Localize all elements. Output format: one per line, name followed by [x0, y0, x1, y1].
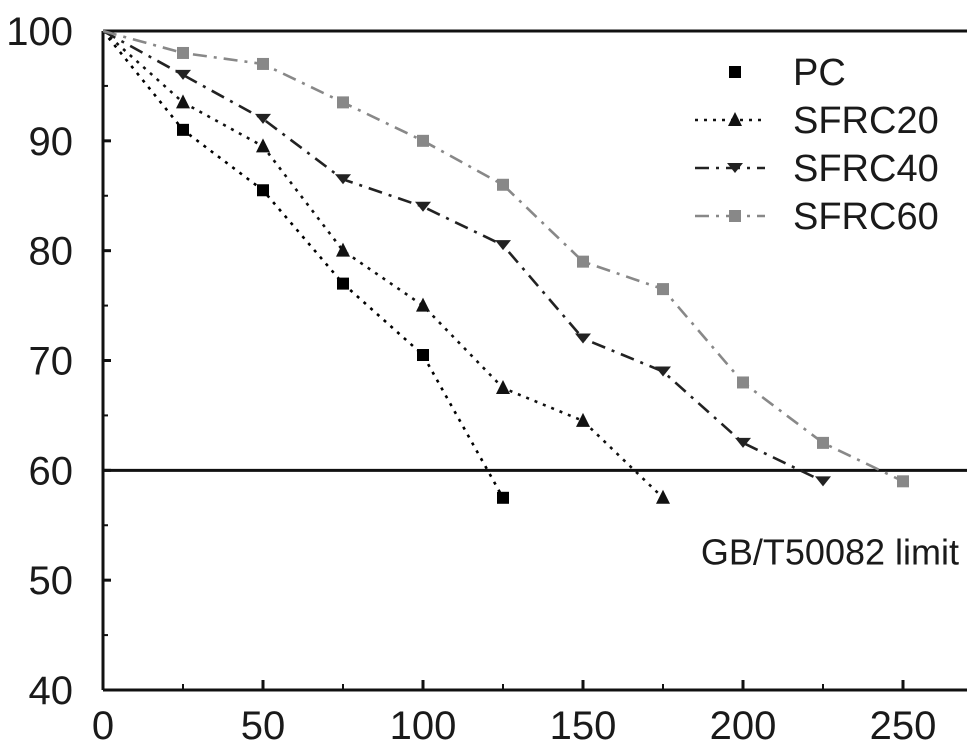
data-point-sfrc60	[817, 436, 829, 449]
series-markers	[175, 46, 909, 504]
data-point-sfrc20	[496, 379, 510, 394]
data-point-sfrc40	[655, 366, 671, 377]
data-point-sfrc60	[497, 178, 509, 191]
data-point-pc	[257, 184, 269, 197]
series-line-sfrc20	[102, 30, 664, 499]
legend-item-pc: PC	[729, 52, 846, 94]
legend-label-sfrc20: SFRC20	[793, 100, 939, 142]
y-tick-label: 70	[29, 340, 74, 384]
y-tick-label: 90	[29, 120, 74, 164]
data-point-sfrc20	[256, 138, 270, 153]
data-point-sfrc40	[495, 240, 511, 251]
legend-label-pc: PC	[793, 52, 846, 94]
legend-swatch-marker-sfrc40	[727, 163, 743, 173]
x-tick-label: 250	[870, 704, 937, 747]
data-point-sfrc20	[336, 242, 350, 257]
x-tick-label: 150	[550, 704, 617, 747]
y-axis: 40 50 60 70 80 90 100	[6, 10, 111, 713]
y-tick-label: 40	[29, 669, 74, 713]
reference-lines: GB/T50082 limit	[103, 468, 967, 572]
data-point-sfrc60	[177, 46, 189, 59]
data-point-sfrc40	[175, 69, 191, 80]
data-point-sfrc40	[815, 476, 831, 487]
data-point-sfrc20	[656, 489, 670, 504]
data-point-sfrc60	[657, 283, 669, 296]
series-line-pc	[101, 30, 505, 499]
legend-item-sfrc60: SFRC60	[695, 196, 939, 238]
legend-item-sfrc40: SFRC40	[695, 148, 939, 190]
data-point-pc	[337, 277, 349, 290]
y-tick-label: 60	[29, 449, 74, 493]
x-axis: 0 50 100 150 200 250	[92, 680, 937, 747]
limit-line-label: GB/T50082 limit	[701, 531, 959, 572]
y-tick-label: 100	[6, 10, 73, 54]
data-point-sfrc40	[735, 437, 751, 448]
data-point-pc	[177, 123, 189, 136]
legend: PC SFRC20 SFRC40 SFRC60	[695, 52, 939, 238]
series-line-sfrc40	[102, 29, 824, 483]
legend-swatch-marker-sfrc20	[728, 112, 742, 126]
data-point-pc	[417, 349, 429, 362]
data-point-sfrc20	[176, 94, 190, 109]
legend-item-sfrc20: SFRC20	[695, 100, 939, 142]
y-tick-label: 80	[29, 230, 74, 274]
series-lines	[101, 29, 904, 499]
data-point-sfrc20	[416, 297, 430, 312]
x-tick-label: 100	[390, 704, 457, 747]
x-tick-label: 0	[92, 704, 114, 747]
data-point-sfrc60	[337, 96, 349, 109]
data-point-sfrc40	[415, 201, 431, 212]
data-point-sfrc60	[257, 57, 269, 70]
y-tick-label: 50	[29, 559, 74, 603]
x-tick-label: 200	[710, 704, 777, 747]
data-point-sfrc60	[577, 255, 589, 268]
data-point-sfrc40	[575, 333, 591, 344]
data-point-sfrc40	[335, 174, 351, 185]
data-point-sfrc60	[417, 134, 429, 147]
data-point-sfrc40	[255, 113, 271, 124]
legend-label-sfrc40: SFRC40	[793, 148, 939, 190]
data-point-pc	[497, 491, 509, 504]
data-point-sfrc20	[576, 412, 590, 427]
legend-swatch-marker-pc	[729, 66, 741, 78]
legend-swatch-marker-sfrc60	[729, 210, 741, 222]
series-line-sfrc60	[102, 29, 904, 483]
legend-label-sfrc60: SFRC60	[793, 196, 939, 238]
x-tick-label: 50	[241, 704, 286, 747]
data-point-sfrc60	[897, 475, 909, 488]
data-point-sfrc60	[737, 376, 749, 389]
